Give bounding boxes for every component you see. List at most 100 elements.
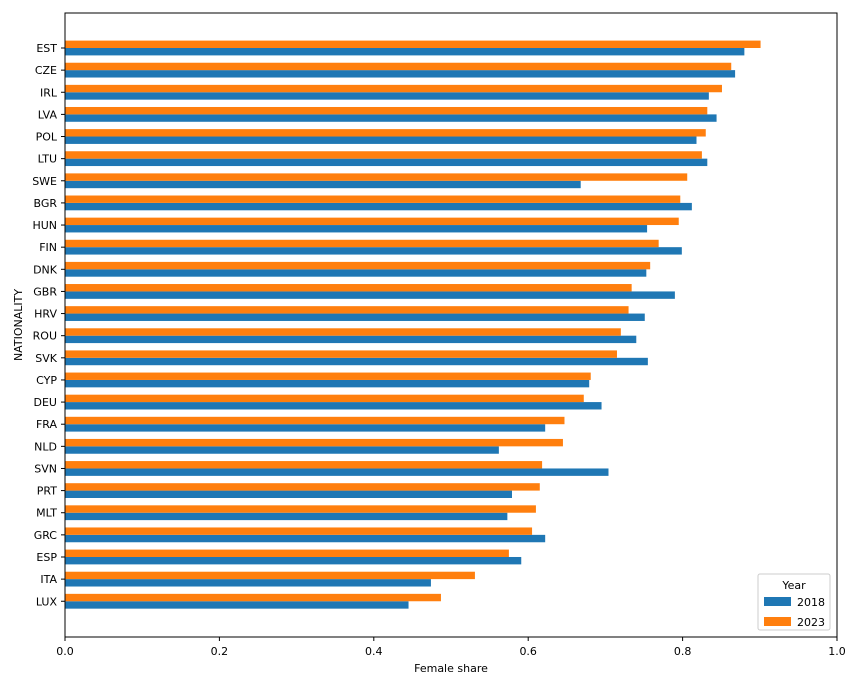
y-tick-label: LTU: [38, 153, 57, 166]
x-tick-label: 0.0: [56, 645, 74, 658]
legend-label-2018: 2018: [797, 596, 825, 609]
bar-2023-bgr: [65, 195, 681, 203]
y-tick-label: CZE: [35, 64, 57, 77]
y-tick-label: DEU: [34, 396, 57, 409]
bar-2018-esp: [65, 556, 522, 565]
bar-2018-nld: [65, 446, 499, 454]
y-tick-group: EST CZE IRL LVA POL LTU SWE BGR HUN FIN DNK GBR HRV R…: [32, 42, 65, 608]
bar-2018-rou: [65, 335, 637, 344]
bar-2018-lva: [65, 114, 717, 122]
bar-2023-lux: [65, 593, 441, 602]
y-tick-label: SVK: [35, 352, 58, 365]
bar-2023-deu: [65, 394, 584, 403]
x-tick-label: 0.4: [365, 645, 383, 658]
bar-2023-prt: [65, 483, 540, 491]
bar-2023-esp: [65, 549, 509, 557]
x-tick-group: 0.0 0.2 0.4 0.6 0.8 1.0: [56, 637, 846, 658]
bar-2023-mlt: [65, 505, 536, 513]
bars-group: [65, 40, 761, 609]
y-tick-label: LUX: [36, 595, 58, 608]
bar-2023-grc: [65, 527, 533, 535]
y-tick-label: POL: [36, 131, 58, 144]
y-tick-label: LVA: [38, 108, 58, 121]
x-tick-label: 1.0: [828, 645, 846, 658]
bar-2018-fra: [65, 424, 546, 432]
y-tick-label: HRV: [34, 308, 57, 321]
bar-2018-bgr: [65, 202, 692, 211]
legend: Year 2018 2023: [757, 573, 831, 631]
y-tick-label: BGR: [33, 197, 57, 210]
bar-2018-gbr: [65, 291, 675, 299]
bar-2023-pol: [65, 129, 706, 137]
bar-2023-fra: [65, 416, 565, 425]
bar-2018-ita: [65, 579, 431, 587]
bar-2023-hun: [65, 217, 679, 226]
bar-2018-svk: [65, 357, 648, 366]
y-tick-label: GRC: [34, 529, 58, 542]
y-tick-label: PRT: [37, 485, 57, 498]
bar-2018-mlt: [65, 512, 508, 521]
legend-swatch-2018: [764, 597, 791, 606]
bar-2023-svn: [65, 461, 543, 469]
bar-2023-cyp: [65, 372, 591, 380]
x-tick-label: 0.2: [211, 645, 229, 658]
y-tick-label: SVN: [34, 462, 57, 475]
legend-title: Year: [781, 579, 806, 592]
bar-2023-ltu: [65, 151, 702, 159]
y-tick-label: EST: [36, 42, 57, 55]
bar-2018-lux: [65, 601, 409, 609]
bar-2018-cyp: [65, 379, 590, 388]
y-tick-label: SWE: [32, 175, 57, 188]
bar-2023-rou: [65, 328, 621, 336]
bar-2018-prt: [65, 490, 512, 498]
bar-2018-irl: [65, 92, 709, 100]
bar-2018-deu: [65, 402, 602, 410]
bar-2023-cze: [65, 62, 732, 71]
legend-label-2023: 2023: [797, 616, 825, 629]
y-tick-label: DNK: [33, 263, 58, 276]
y-tick-label: IRL: [40, 86, 58, 99]
bar-2018-cze: [65, 70, 736, 78]
bar-2018-pol: [65, 136, 697, 144]
bar-2018-ltu: [65, 158, 708, 167]
bar-2023-ita: [65, 571, 475, 580]
y-tick-label: MLT: [36, 507, 57, 520]
bar-2018-svn: [65, 468, 609, 476]
x-axis-title: Female share: [414, 662, 488, 675]
y-tick-label: FRA: [36, 418, 58, 431]
bar-2023-hrv: [65, 306, 629, 314]
bar-2018-swe: [65, 180, 581, 189]
bar-2018-hrv: [65, 313, 645, 321]
y-axis-title: NATIONALITY: [12, 289, 25, 361]
y-tick-label: HUN: [32, 219, 57, 232]
bar-2023-gbr: [65, 284, 632, 292]
legend-items: 2018 2023: [764, 596, 825, 629]
y-tick-label: FIN: [39, 241, 57, 254]
bar-2018-est: [65, 48, 745, 56]
plot-frame: [64, 12, 838, 638]
bar-2018-grc: [65, 534, 546, 543]
bar-2023-lva: [65, 106, 708, 115]
bar-2023-fin: [65, 239, 659, 248]
legend-box: [757, 573, 831, 631]
bar-2023-swe: [65, 173, 688, 181]
bar-2023-dnk: [65, 261, 651, 270]
y-tick-label: ITA: [40, 573, 57, 586]
legend-swatch-2023: [764, 617, 791, 626]
bar-2018-hun: [65, 225, 648, 233]
y-tick-label: CYP: [36, 374, 57, 387]
bar-2018-fin: [65, 247, 682, 255]
y-tick-label: GBR: [33, 285, 57, 298]
bar-2018-dnk: [65, 269, 647, 277]
y-tick-label: ROU: [33, 330, 57, 343]
bar-2023-irl: [65, 84, 722, 93]
bar-2023-est: [65, 40, 761, 48]
bar-2023-svk: [65, 350, 617, 358]
x-tick-label: 0.8: [674, 645, 692, 658]
y-tick-label: NLD: [34, 440, 57, 453]
y-tick-label: ESP: [36, 551, 57, 564]
x-tick-label: 0.6: [519, 645, 537, 658]
bar-2023-nld: [65, 438, 563, 447]
